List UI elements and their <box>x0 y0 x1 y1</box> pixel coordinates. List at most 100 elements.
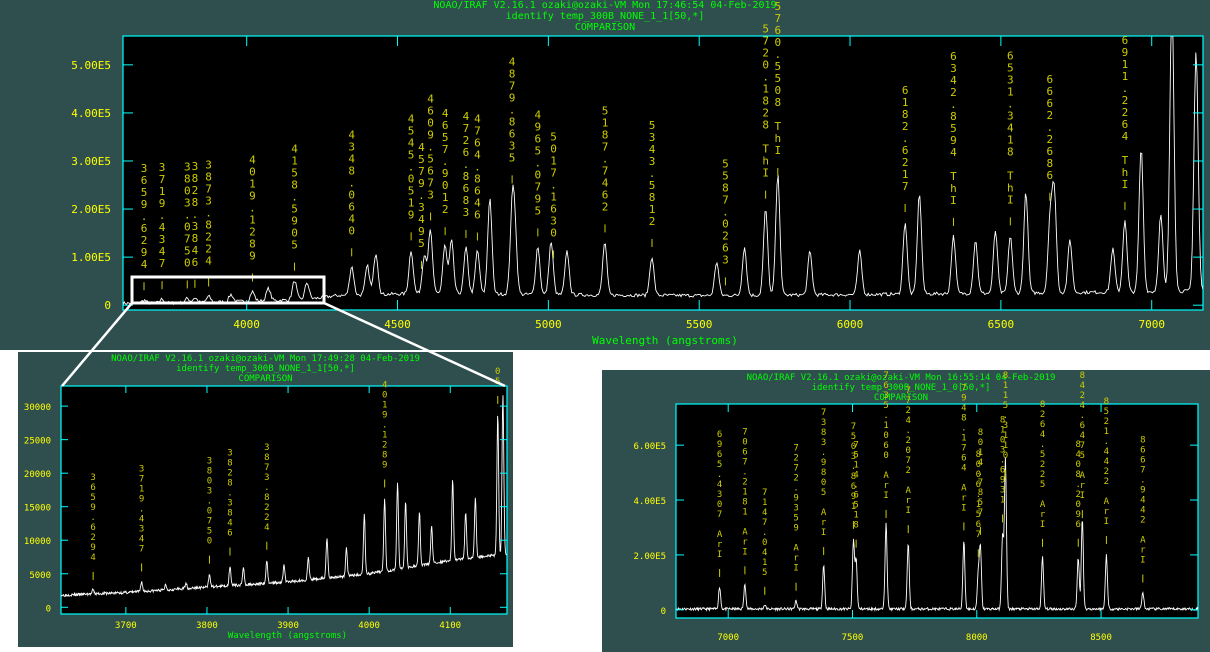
header-line-3: COMPARISON <box>873 393 929 403</box>
y-tick-label: 20000 <box>24 470 51 480</box>
plot-area <box>675 403 1199 619</box>
red-spectrum-window: NOAO/IRAF V2.16.1 ozaki@ozaki-VM Mon 16:… <box>602 370 1210 652</box>
y-tick-label: 2.00E5 <box>633 552 666 562</box>
header-line-3: COMPARISON <box>574 22 636 33</box>
plot-area <box>122 35 1204 311</box>
x-tick-label: 7500 <box>842 633 864 643</box>
y-tick-label: 2.00E5 <box>71 203 111 216</box>
x-axis-label: Wavelength (angstroms) <box>227 631 348 641</box>
y-tick-label: 10000 <box>24 537 51 547</box>
spectrum-line <box>61 395 507 598</box>
red-spectrum-chart: 7000 7500 8000 8500 0 2.00E5 4.00E5 6.00E5 6 9 6 5.… <box>633 371 1199 643</box>
x-tick-label: 4000 <box>233 318 260 331</box>
zoom-spectrum-chart: 3700 3800 3900 4000 4100 0 5000 10000 15000 20000… <box>24 367 508 631</box>
x-tick-label: 4000 <box>358 621 380 631</box>
x-tick-label: 7000 <box>1138 318 1165 331</box>
spectrum-line <box>676 457 1198 612</box>
y-tick-label: 4.00E5 <box>71 107 111 120</box>
plot-area <box>60 385 508 615</box>
y-tick-label: 0 <box>46 604 51 614</box>
y-tick-label: 30000 <box>24 403 51 413</box>
x-axis-label: Wavelength (angstroms) <box>592 334 738 347</box>
x-tick-label: 4500 <box>384 318 411 331</box>
header-line-3: COMPARISON <box>238 374 293 384</box>
y-tick-label: 5.00E5 <box>71 59 111 72</box>
y-tick-label: 1.00E5 <box>71 251 111 264</box>
header-line-2: identify temp_300B_NONE_1_0[50,*] <box>811 383 991 393</box>
y-tick-label: 4.00E5 <box>633 497 666 507</box>
header-line-2: identify temp_300B_NONE_1_1[50,*] <box>505 11 705 22</box>
zoom-spectrum-window: NOAO/IRAF V2.16.1 ozaki@ozaki-VM Mon 17:… <box>18 352 513 647</box>
main-spectrum-window: NOAO/IRAF V2.16.1 ozaki@ozaki-VM Mon 17:… <box>0 0 1210 350</box>
x-tick-label: 5500 <box>686 318 713 331</box>
header-line-2: identify temp_300B_NONE_1_1[50,*] <box>176 364 355 374</box>
x-tick-label: 7000 <box>717 633 739 643</box>
y-tick-label: 5000 <box>29 571 51 581</box>
main-spectrum-chart: 4000 4500 5000 5500 6000 6500 7000 0 1.00E5 2.00E… <box>71 0 1204 331</box>
header-line-1: NOAO/IRAF V2.16.1 ozaki@ozaki-VM Mon 17:… <box>111 354 420 364</box>
x-tick-label: 6500 <box>988 318 1015 331</box>
x-tick-label: 5000 <box>535 318 562 331</box>
x-tick-label: 8500 <box>1090 633 1112 643</box>
x-tick-label: 4100 <box>439 621 461 631</box>
x-tick-label: 3800 <box>196 621 218 631</box>
y-tick-label: 25000 <box>24 437 51 447</box>
x-tick-label: 6000 <box>837 318 864 331</box>
header-line-1: NOAO/IRAF V2.16.1 ozaki@ozaki-VM Mon 16:… <box>746 373 1056 383</box>
y-tick-label: 15000 <box>24 504 51 514</box>
header-line-1: NOAO/IRAF V2.16.1 ozaki@ozaki-VM Mon 17:… <box>433 0 777 11</box>
y-tick-label: 0 <box>661 607 666 617</box>
y-tick-label: 0 <box>104 299 111 312</box>
y-tick-label: 3.00E5 <box>71 155 111 168</box>
